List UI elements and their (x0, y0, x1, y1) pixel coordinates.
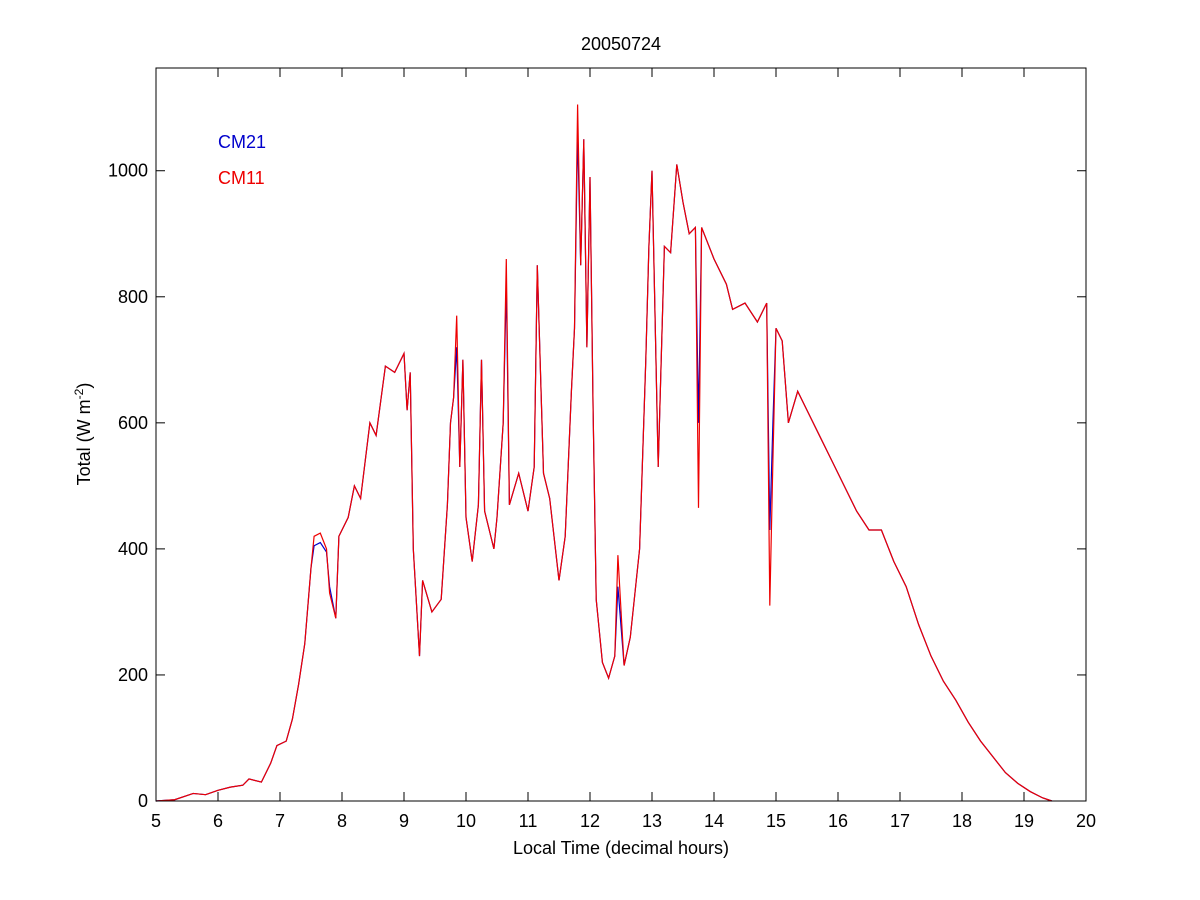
plot-frame (155, 67, 1087, 802)
y-axis-label: Total (W m-2) (72, 383, 94, 486)
y-label-end: ) (74, 383, 94, 389)
y-tick-label: 600 (118, 413, 148, 433)
y-label-sup: -2 (72, 388, 86, 399)
y-tick-label: 0 (138, 791, 148, 811)
x-tick-label: 10 (456, 811, 476, 831)
x-tick-label: 5 (151, 811, 161, 831)
x-axis-label: Local Time (decimal hours) (513, 838, 729, 858)
x-tick-label: 6 (213, 811, 223, 831)
x-tick-label: 18 (952, 811, 972, 831)
y-tick-label: 1000 (108, 161, 148, 181)
y-tick-label: 800 (118, 287, 148, 307)
chart-title: 20050724 (581, 34, 661, 54)
x-tick-label: 9 (399, 811, 409, 831)
y-label-main: Total (W m (74, 399, 94, 485)
y-tick-label: 400 (118, 539, 148, 559)
y-tick-label: 200 (118, 665, 148, 685)
x-tick-label: 8 (337, 811, 347, 831)
x-tick-label: 16 (828, 811, 848, 831)
x-tick-label: 17 (890, 811, 910, 831)
x-tick-label: 11 (519, 811, 538, 831)
x-tick-label: 19 (1014, 811, 1034, 831)
series-line (155, 104, 1053, 802)
x-tick-label: 15 (766, 811, 786, 831)
x-tick-label: 12 (580, 811, 600, 831)
legend-entry: CM11 (218, 168, 265, 188)
legend-entry: CM21 (218, 132, 266, 152)
x-tick-label: 13 (642, 811, 662, 831)
x-tick-label: 20 (1076, 811, 1096, 831)
x-tick-label: 7 (275, 811, 285, 831)
x-tick-label: 14 (704, 811, 724, 831)
